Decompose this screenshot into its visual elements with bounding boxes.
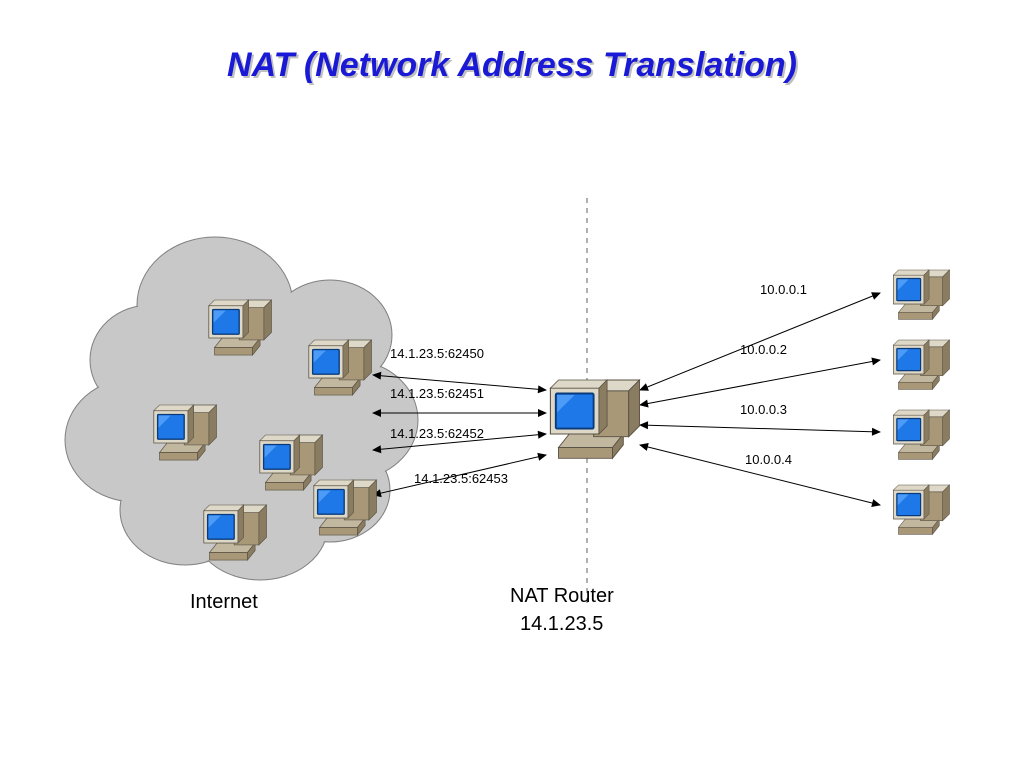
diagram-canvas: 14.1.23.5:62450 14.1.23.5:62451 14.1.23.5:… <box>0 0 1024 768</box>
private-ip-label-1: 10.0.0.2 <box>740 342 787 357</box>
caption-0: Internet <box>190 591 258 613</box>
nat-router-icon <box>550 380 639 458</box>
public-port-label-3: 14.1.23.5:62453 <box>414 471 508 486</box>
public-port-label-1: 14.1.23.5:62451 <box>390 386 484 401</box>
caption-1: NAT Router <box>510 585 614 607</box>
private-host-2 <box>893 410 949 459</box>
private-host-3 <box>893 485 949 534</box>
private-ip-label-0: 10.0.0.1 <box>760 282 807 297</box>
public-port-label-0: 14.1.23.5:62450 <box>390 346 484 361</box>
private-host-0 <box>893 270 949 319</box>
link-private-2 <box>640 425 880 432</box>
link-private-1 <box>640 360 880 405</box>
public-port-label-2: 14.1.23.5:62452 <box>390 426 484 441</box>
private-ip-label-2: 10.0.0.3 <box>740 402 787 417</box>
private-host-1 <box>893 340 949 389</box>
private-ip-label-3: 10.0.0.4 <box>745 452 792 467</box>
caption-2: 14.1.23.5 <box>520 613 603 635</box>
